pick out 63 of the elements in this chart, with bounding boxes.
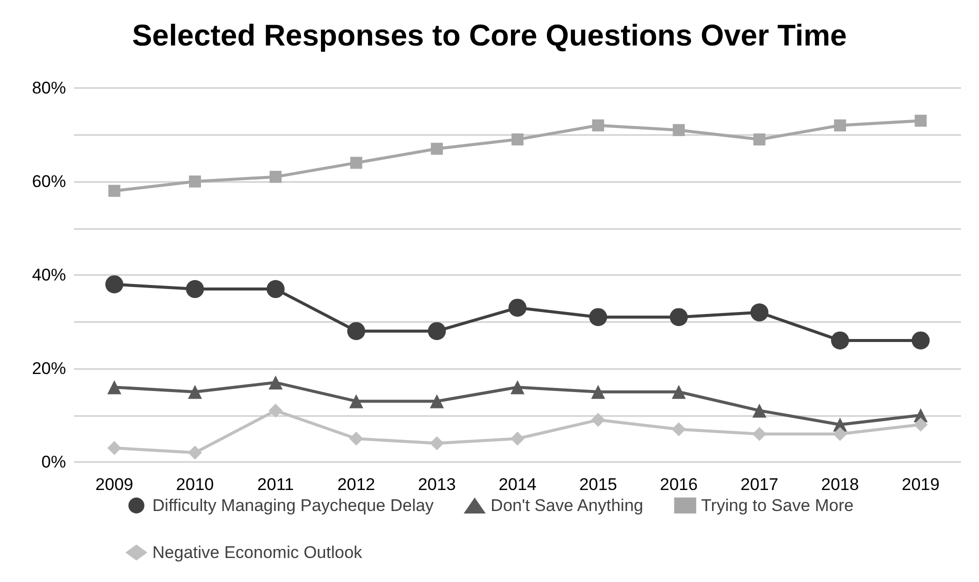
- point: [589, 308, 608, 326]
- point: [591, 412, 606, 427]
- point: [510, 432, 524, 446]
- point: [105, 275, 124, 294]
- point: [188, 384, 202, 399]
- point: [508, 298, 526, 317]
- point: [753, 133, 766, 146]
- point: [107, 380, 122, 394]
- point: [752, 426, 766, 441]
- x-tick-label: 2015: [579, 475, 618, 494]
- x-tick-label: 2019: [902, 475, 940, 494]
- point: [270, 170, 282, 183]
- point: [591, 384, 606, 399]
- point: [752, 404, 766, 418]
- x-tick-label: 2013: [418, 475, 456, 494]
- point: [672, 124, 685, 136]
- point: [912, 331, 930, 350]
- legend-label: Negative Economic Outlook: [152, 543, 363, 562]
- point: [349, 432, 364, 446]
- x-tick-label: 2010: [176, 475, 214, 494]
- point: [349, 394, 364, 408]
- point: [268, 376, 283, 390]
- point: [672, 422, 686, 436]
- point: [186, 280, 204, 298]
- point: [834, 119, 846, 132]
- y-tick-label: 60%: [32, 172, 66, 191]
- point: [592, 119, 604, 132]
- y-tick-label: 80%: [32, 78, 66, 98]
- x-tick-label: 2009: [95, 475, 134, 494]
- point: [350, 156, 362, 169]
- legend-label: Difficulty Managing Paycheque Delay: [152, 496, 434, 515]
- point: [672, 384, 686, 399]
- y-tick-label: 0%: [41, 452, 66, 472]
- point: [430, 394, 444, 408]
- legend-label: Trying to Save More: [701, 496, 854, 515]
- point: [430, 142, 443, 155]
- point: [833, 426, 848, 441]
- point: [510, 380, 524, 394]
- point: [266, 280, 285, 298]
- x-tick-label: 2012: [337, 475, 376, 494]
- chart-title: Selected Responses to Core Questions Over Time: [132, 20, 847, 52]
- point: [670, 308, 688, 326]
- point: [750, 303, 768, 322]
- point: [188, 446, 202, 460]
- point: [831, 331, 850, 350]
- point: [428, 322, 446, 340]
- point: [914, 114, 927, 127]
- point: [347, 322, 366, 340]
- x-tick-label: 2016: [660, 475, 698, 494]
- point: [107, 440, 122, 455]
- point: [188, 176, 201, 188]
- point: [268, 404, 283, 418]
- x-tick-label: 2011: [257, 475, 294, 494]
- y-tick-label: 40%: [32, 266, 66, 284]
- x-tick-label: 2018: [821, 475, 859, 494]
- point: [108, 184, 120, 197]
- x-tick-label: 2017: [740, 475, 778, 494]
- point: [512, 133, 524, 146]
- point: [914, 418, 928, 432]
- y-tick-label: 20%: [32, 359, 66, 378]
- x-tick-label: 2014: [498, 475, 536, 494]
- legend-label: Don't Save Anything: [490, 496, 644, 515]
- point: [430, 436, 444, 450]
